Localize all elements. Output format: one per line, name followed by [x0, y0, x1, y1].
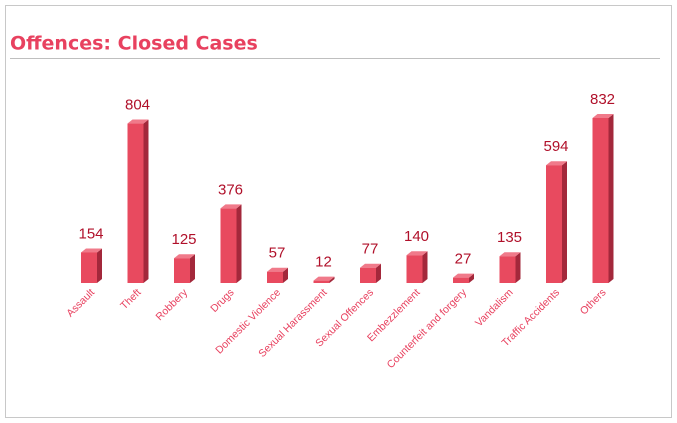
- value-label: 77: [362, 241, 379, 258]
- bar: [499, 256, 516, 283]
- bar-side: [422, 251, 428, 283]
- value-label: 154: [78, 225, 103, 242]
- bar-top: [220, 204, 242, 209]
- bar-side: [190, 254, 195, 283]
- value-label: 140: [404, 228, 429, 245]
- bar-side: [329, 276, 335, 283]
- bar-side: [608, 114, 614, 283]
- chart-title: Offences: Closed Cases: [10, 33, 258, 55]
- value-label: 57: [269, 245, 286, 262]
- value-label: 27: [455, 251, 472, 268]
- bar-side: [143, 119, 149, 283]
- bar: [546, 165, 562, 283]
- bar-top: [127, 119, 149, 124]
- bar-side: [283, 267, 288, 283]
- bar: [127, 123, 144, 283]
- value-label: 832: [590, 91, 615, 108]
- bar-top: [546, 161, 567, 166]
- bar: [406, 255, 423, 283]
- bar-side: [97, 248, 102, 283]
- bar: [453, 277, 469, 283]
- bar: [592, 118, 609, 283]
- bar-top: [81, 248, 102, 253]
- bar-side: [515, 252, 521, 283]
- bar-top: [592, 114, 614, 118]
- bar-top: [174, 254, 195, 259]
- bar-top: [360, 263, 381, 268]
- bar-top: [453, 273, 474, 278]
- value-label: 804: [125, 97, 150, 114]
- bar: [360, 267, 376, 283]
- chart-frame: [5, 5, 672, 418]
- value-label: 594: [543, 138, 568, 155]
- value-label: 12: [315, 254, 332, 271]
- bar: [267, 271, 283, 283]
- value-label: 125: [171, 231, 196, 248]
- value-label: 376: [218, 181, 243, 198]
- bar-top: [313, 276, 335, 281]
- bar-top: [267, 267, 288, 272]
- bar-side: [236, 204, 242, 283]
- bar-top: [406, 251, 428, 256]
- bar-side: [376, 263, 381, 283]
- value-label: 135: [497, 229, 522, 246]
- bar: [174, 258, 190, 283]
- bar: [81, 252, 97, 283]
- bar-top: [499, 252, 521, 257]
- bar: [313, 280, 330, 283]
- bar-side: [469, 273, 474, 283]
- bar-side: [562, 161, 567, 283]
- bar: [220, 208, 237, 283]
